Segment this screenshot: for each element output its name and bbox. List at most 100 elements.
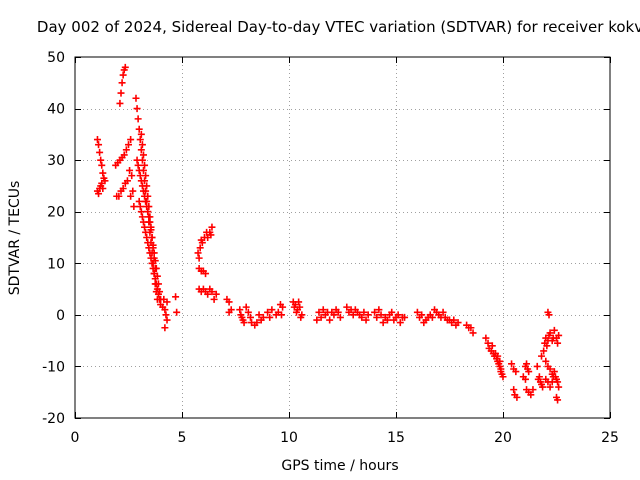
data-point bbox=[383, 316, 391, 324]
data-point bbox=[349, 311, 357, 319]
data-point bbox=[401, 313, 409, 321]
data-point bbox=[227, 306, 235, 314]
data-point bbox=[521, 375, 529, 383]
data-point bbox=[172, 293, 180, 301]
data-point bbox=[119, 185, 127, 193]
data-point bbox=[494, 352, 502, 360]
data-point bbox=[197, 236, 205, 244]
data-point bbox=[469, 329, 477, 337]
data-point bbox=[482, 334, 490, 342]
data-point bbox=[99, 185, 107, 193]
data-point bbox=[136, 136, 144, 144]
data-point bbox=[144, 192, 152, 200]
data-point bbox=[202, 270, 210, 278]
data-point bbox=[546, 383, 554, 391]
data-point bbox=[259, 313, 267, 321]
data-point bbox=[236, 306, 244, 314]
data-point bbox=[550, 326, 558, 334]
data-point bbox=[379, 319, 387, 327]
data-point bbox=[163, 316, 171, 324]
data-point bbox=[118, 79, 126, 87]
data-point bbox=[173, 308, 181, 316]
data-point bbox=[194, 249, 202, 257]
y-tick-label: 40 bbox=[47, 102, 65, 118]
data-point bbox=[196, 244, 204, 252]
y-tick-label: 10 bbox=[47, 256, 65, 272]
data-point bbox=[97, 156, 105, 164]
data-point bbox=[125, 141, 132, 149]
data-point bbox=[117, 89, 125, 97]
data-point bbox=[543, 342, 551, 350]
data-point bbox=[137, 130, 145, 138]
data-point bbox=[133, 156, 141, 164]
data-point bbox=[195, 254, 203, 262]
data-point bbox=[138, 141, 146, 149]
data-point bbox=[454, 319, 462, 327]
data-point bbox=[207, 231, 215, 239]
data-point bbox=[484, 339, 492, 347]
data-point bbox=[362, 316, 370, 324]
data-point bbox=[149, 244, 157, 252]
data-point bbox=[93, 136, 101, 144]
axis-ticks: 0 5 10 15 20 25 -20 -10 0 10 20 30 40 50 bbox=[42, 50, 619, 446]
data-point bbox=[529, 386, 537, 394]
data-point bbox=[126, 166, 134, 174]
data-point bbox=[313, 316, 321, 324]
data-point bbox=[266, 313, 274, 321]
data-point bbox=[336, 313, 344, 321]
x-tick-label: 20 bbox=[494, 430, 512, 446]
data-point bbox=[246, 313, 254, 321]
data-point bbox=[115, 192, 123, 200]
data-point bbox=[488, 342, 496, 350]
data-point bbox=[120, 151, 128, 159]
data-point bbox=[146, 249, 154, 257]
data-point bbox=[146, 213, 154, 221]
data-point bbox=[119, 71, 127, 79]
x-tick-label: 10 bbox=[280, 430, 298, 446]
data-point bbox=[98, 161, 106, 169]
data-point bbox=[343, 303, 351, 311]
data-point bbox=[450, 316, 458, 324]
data-point bbox=[535, 373, 543, 381]
data-point bbox=[225, 298, 233, 306]
data-point bbox=[139, 218, 147, 226]
data-point bbox=[142, 228, 150, 236]
data-point bbox=[375, 306, 383, 314]
data-point bbox=[296, 303, 304, 311]
data-point bbox=[467, 324, 475, 332]
data-point bbox=[135, 197, 143, 205]
data-point bbox=[538, 352, 546, 360]
y-axis-title: SDTVAR / TECUs bbox=[7, 181, 23, 296]
data-point bbox=[150, 270, 158, 278]
data-point bbox=[144, 239, 152, 247]
data-point bbox=[152, 280, 160, 288]
data-point bbox=[123, 177, 131, 185]
data-point bbox=[138, 213, 146, 221]
data-point bbox=[319, 306, 327, 314]
data-point bbox=[132, 94, 140, 102]
data-point bbox=[326, 316, 334, 324]
data-point bbox=[147, 223, 155, 231]
data-point bbox=[546, 365, 554, 373]
data-point bbox=[439, 308, 447, 316]
data-point bbox=[240, 319, 248, 327]
data-point bbox=[533, 362, 541, 370]
data-point bbox=[139, 187, 147, 195]
data-point bbox=[523, 360, 531, 368]
data-point bbox=[396, 319, 404, 327]
data-point bbox=[554, 378, 562, 386]
data-point bbox=[497, 368, 505, 376]
data-point bbox=[95, 141, 103, 149]
data-point bbox=[554, 339, 562, 347]
data-point bbox=[127, 192, 135, 200]
data-point bbox=[264, 308, 272, 316]
data-point bbox=[141, 223, 149, 231]
y-tick-label: 30 bbox=[47, 153, 65, 169]
data-point bbox=[388, 308, 396, 316]
data-point bbox=[268, 306, 276, 314]
data-point bbox=[127, 136, 135, 144]
data-point bbox=[244, 308, 252, 316]
x-axis-title: GPS time / hours bbox=[281, 458, 398, 474]
data-point bbox=[208, 223, 216, 231]
